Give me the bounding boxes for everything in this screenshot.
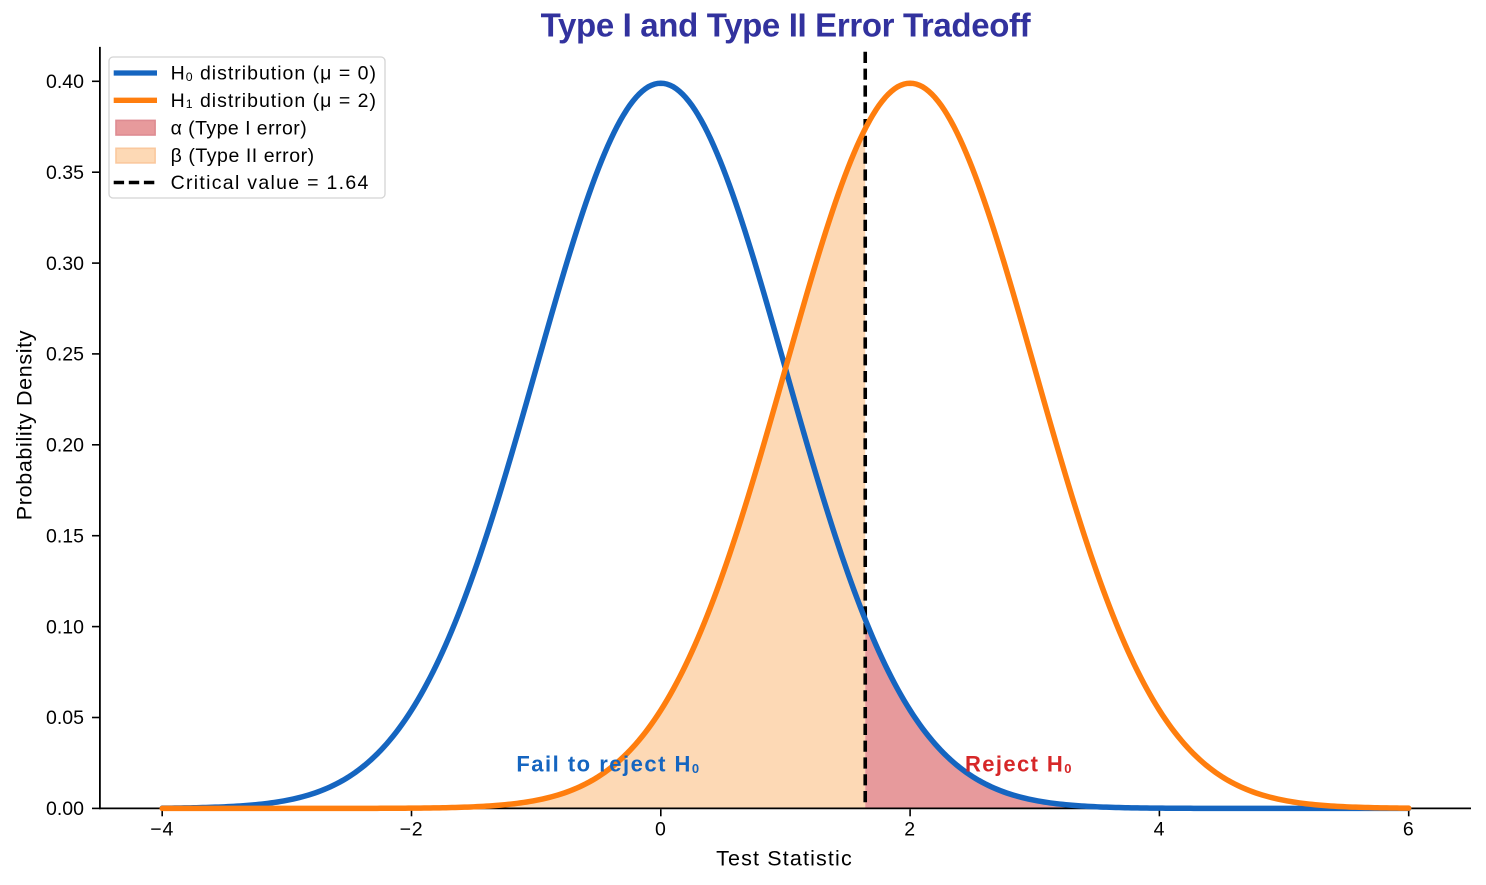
svg-text:Critical value = 1.64: Critical value = 1.64 — [171, 172, 370, 194]
svg-text:Probability Density: Probability Density — [13, 330, 37, 520]
svg-text:α (Type I error): α (Type I error) — [171, 117, 308, 139]
svg-text:0.25: 0.25 — [46, 344, 84, 366]
svg-text:0.40: 0.40 — [46, 71, 84, 93]
svg-text:0.35: 0.35 — [46, 162, 84, 184]
svg-text:0: 0 — [655, 819, 667, 841]
svg-text:4: 4 — [1154, 819, 1166, 841]
svg-text:0.15: 0.15 — [46, 525, 84, 547]
svg-text:Reject H0: Reject H0 — [965, 752, 1073, 777]
svg-text:0.20: 0.20 — [46, 435, 84, 457]
svg-text:0.05: 0.05 — [46, 707, 84, 729]
svg-text:H1 distribution (μ = 2): H1 distribution (μ = 2) — [171, 90, 377, 112]
svg-text:2: 2 — [904, 819, 916, 841]
svg-text:0.10: 0.10 — [46, 616, 84, 638]
svg-text:0.00: 0.00 — [46, 798, 84, 820]
svg-text:Type I and Type II Error Trade: Type I and Type II Error Tradeoff — [541, 6, 1032, 43]
svg-text:−4: −4 — [150, 819, 174, 841]
svg-text:β (Type II error): β (Type II error) — [171, 145, 315, 167]
svg-text:6: 6 — [1403, 819, 1415, 841]
svg-text:−2: −2 — [400, 819, 424, 841]
svg-text:Fail to reject H0: Fail to reject H0 — [516, 752, 700, 777]
svg-text:H0 distribution (μ = 0): H0 distribution (μ = 0) — [171, 63, 377, 85]
svg-text:0.30: 0.30 — [46, 253, 84, 275]
svg-text:Test Statistic: Test Statistic — [716, 846, 853, 870]
